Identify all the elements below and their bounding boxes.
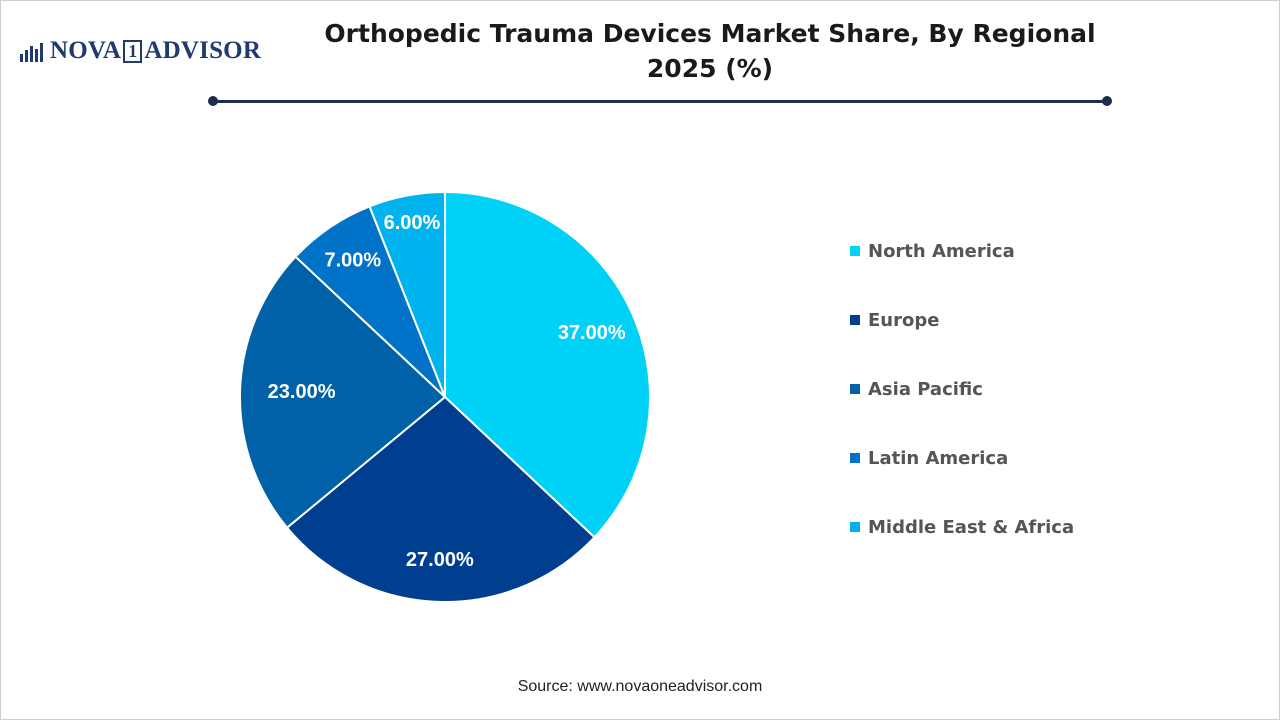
data-label-north-america: 37.00%: [558, 322, 626, 344]
brand-name-part2: ADVISOR: [144, 37, 262, 64]
legend-label-middle-east-africa: Middle East & Africa: [868, 516, 1075, 538]
legend-item-europe: Europe: [850, 305, 1074, 335]
chart-title-line2: 2025 (%): [646, 54, 774, 83]
brand-logo: NOVA 1 ADVISOR: [20, 36, 261, 66]
title-divider: [213, 100, 1107, 103]
legend-swatch-asia-pacific: [850, 384, 860, 394]
data-label-middle-east-africa: 6.00%: [384, 212, 441, 234]
legend-swatch-europe: [850, 315, 860, 325]
legend-item-latin-america: Latin America: [850, 443, 1074, 473]
legend-label-europe: Europe: [868, 309, 940, 331]
chart-title: Orthopedic Trauma Devices Market Share, …: [290, 16, 1130, 86]
chart-legend: North America Europe Asia Pacific Latin …: [850, 236, 1074, 581]
data-label-asia-pacific: 23.00%: [268, 381, 336, 403]
legend-label-north-america: North America: [868, 240, 1015, 262]
legend-swatch-latin-america: [850, 453, 860, 463]
bar-chart-icon: [20, 40, 46, 62]
data-label-europe: 27.00%: [406, 549, 474, 571]
legend-item-asia-pacific: Asia Pacific: [850, 374, 1074, 404]
data-label-latin-america: 7.00%: [324, 250, 381, 272]
pie-slice-middle-east-africa: [368, 190, 446, 398]
legend-label-latin-america: Latin America: [868, 447, 1009, 469]
pie-slice-asia-pacific: [239, 255, 447, 530]
brand-name: NOVA 1 ADVISOR: [50, 37, 261, 65]
source-note: Source: www.novaoneadvisor.com: [517, 678, 763, 695]
brand-name-box: 1: [123, 39, 143, 63]
legend-item-north-america: North America: [850, 236, 1074, 266]
legend-label-asia-pacific: Asia Pacific: [868, 378, 983, 400]
divider-right-dot: [1102, 96, 1112, 106]
chart-title-line1: Orthopedic Trauma Devices Market Share, …: [324, 19, 1096, 48]
divider-left-dot: [208, 96, 218, 106]
pie-slice-north-america: [444, 190, 651, 539]
pie-slice-europe: [285, 395, 596, 603]
legend-swatch-north-america: [850, 246, 860, 256]
legend-swatch-middle-east-africa: [850, 522, 860, 532]
brand-name-part1: NOVA: [50, 37, 122, 64]
legend-item-middle-east-africa: Middle East & Africa: [850, 512, 1074, 542]
